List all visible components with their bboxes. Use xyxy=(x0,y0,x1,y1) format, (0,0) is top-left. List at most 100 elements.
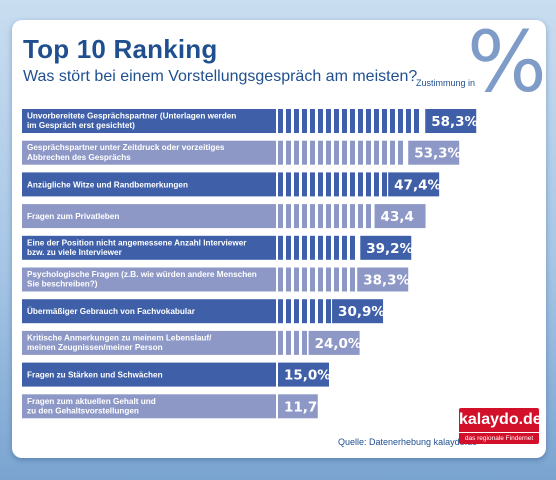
bar-segment xyxy=(294,299,299,324)
bar-chart: Unvorbereitete Gesprächspartner (Unterla… xyxy=(22,109,479,419)
bar-segment xyxy=(366,109,371,133)
bar-segment xyxy=(310,109,315,133)
bar-segment xyxy=(334,235,339,260)
bar-segment xyxy=(366,172,371,197)
category-label: Eine der Position nicht angemessene Anza… xyxy=(27,238,247,257)
bar-segment xyxy=(302,330,307,355)
bar-segment xyxy=(342,267,347,292)
category-label: Kritische Anmerkungen zu meinem Lebensla… xyxy=(27,333,212,352)
bar-segment xyxy=(278,235,283,260)
unit-label: Zustimmung in xyxy=(416,78,476,88)
bar-segment xyxy=(358,204,363,229)
value-box xyxy=(360,235,412,260)
value-label: 47,4% xyxy=(394,177,441,193)
bar-segment xyxy=(342,140,347,165)
bar-segment xyxy=(342,235,347,260)
bar-segment xyxy=(310,140,315,165)
bar-segment xyxy=(294,267,299,292)
value-box xyxy=(357,267,409,292)
value-box xyxy=(374,204,426,229)
value-label: 58,3% xyxy=(431,114,478,130)
bar-segment xyxy=(350,267,355,292)
value-label: 15,0% xyxy=(284,368,331,384)
bar-segment xyxy=(302,204,307,229)
bar-segment xyxy=(294,330,299,355)
bar-segment xyxy=(310,299,315,324)
value-label: 53,3% xyxy=(414,146,461,162)
bar-segment xyxy=(334,172,339,197)
value-box xyxy=(308,330,360,355)
bar-segment xyxy=(374,172,379,197)
category-label-box xyxy=(22,140,276,165)
bar-segment xyxy=(294,140,299,165)
bar-segment xyxy=(318,172,323,197)
bar-segment xyxy=(286,140,291,165)
value-box xyxy=(408,140,460,165)
bar-segment xyxy=(326,109,331,133)
bar-segment xyxy=(326,235,331,260)
bar-segment xyxy=(278,267,283,292)
bar-segment xyxy=(350,109,355,133)
category-label: Übermäßiger Gebrauch von Fachvokabular xyxy=(27,306,196,316)
category-label: Fragen zum Privatleben xyxy=(27,212,119,221)
bar-segment xyxy=(326,204,331,229)
bar-segment xyxy=(310,172,315,197)
bar-segment xyxy=(286,235,291,260)
bar-segment xyxy=(278,299,283,324)
bar-segment xyxy=(350,140,355,165)
category-label-box xyxy=(22,362,276,387)
bar-segment xyxy=(318,235,323,260)
bar-segment xyxy=(294,204,299,229)
value-box xyxy=(278,362,329,387)
bar-segment xyxy=(310,204,315,229)
bar-segment xyxy=(326,172,331,197)
bar-segment xyxy=(350,172,355,197)
category-label: Psychologische Fragen (z.B. wie würden a… xyxy=(27,270,257,289)
bar-segment xyxy=(350,204,355,229)
bar-segment xyxy=(382,172,387,197)
bar-segment xyxy=(278,204,283,229)
bar-segment xyxy=(302,172,307,197)
bar-segment xyxy=(302,140,307,165)
bar-segment xyxy=(398,140,403,165)
value-label: 30,9% xyxy=(338,304,385,320)
bar-segment xyxy=(326,140,331,165)
category-label: Fragen zu Stärken und Schwächen xyxy=(27,371,163,380)
bar-segment xyxy=(358,172,363,197)
category-label-box xyxy=(22,204,276,229)
bar-segment xyxy=(342,204,347,229)
bar-segment xyxy=(278,172,283,197)
bar-segment xyxy=(318,204,323,229)
bar-segment xyxy=(366,204,371,229)
value-box xyxy=(332,299,384,324)
bar-segment xyxy=(278,330,283,355)
bar-segment xyxy=(310,235,315,260)
bar-segment xyxy=(342,172,347,197)
bar-segment xyxy=(406,109,411,133)
bar-segment xyxy=(334,109,339,133)
bar-segment xyxy=(318,109,323,133)
category-label: Unvorbereitete Gesprächspartner (Unterla… xyxy=(27,112,236,131)
category-label-box xyxy=(22,235,276,260)
source-note: Quelle: Datenerhebung kalaydo.de xyxy=(338,437,478,447)
bar-segment xyxy=(302,299,307,324)
bar-segment xyxy=(382,140,387,165)
chart-subtitle: Was stört bei einem Vorstellungsgespräch… xyxy=(23,68,418,85)
bar-segment xyxy=(326,299,331,324)
chart-card: Top 10 Ranking Was stört bei einem Vorst… xyxy=(12,20,546,458)
bar-segment xyxy=(350,235,355,260)
kalaydo-logo: kalaydo.de das regionale Findernet xyxy=(459,408,542,446)
bar-segment xyxy=(358,140,363,165)
bar-segment xyxy=(302,235,307,260)
bar-segment xyxy=(318,267,323,292)
bar-segment xyxy=(382,109,387,133)
bar-segment xyxy=(334,267,339,292)
bar-segment xyxy=(334,140,339,165)
bar-segment xyxy=(398,109,403,133)
value-label: 24,0% xyxy=(315,336,362,352)
value-box xyxy=(278,394,318,419)
bar-segment xyxy=(358,109,363,133)
bar-segment xyxy=(326,267,331,292)
chart-title: Top 10 Ranking xyxy=(23,34,218,64)
bar-segment xyxy=(302,109,307,133)
